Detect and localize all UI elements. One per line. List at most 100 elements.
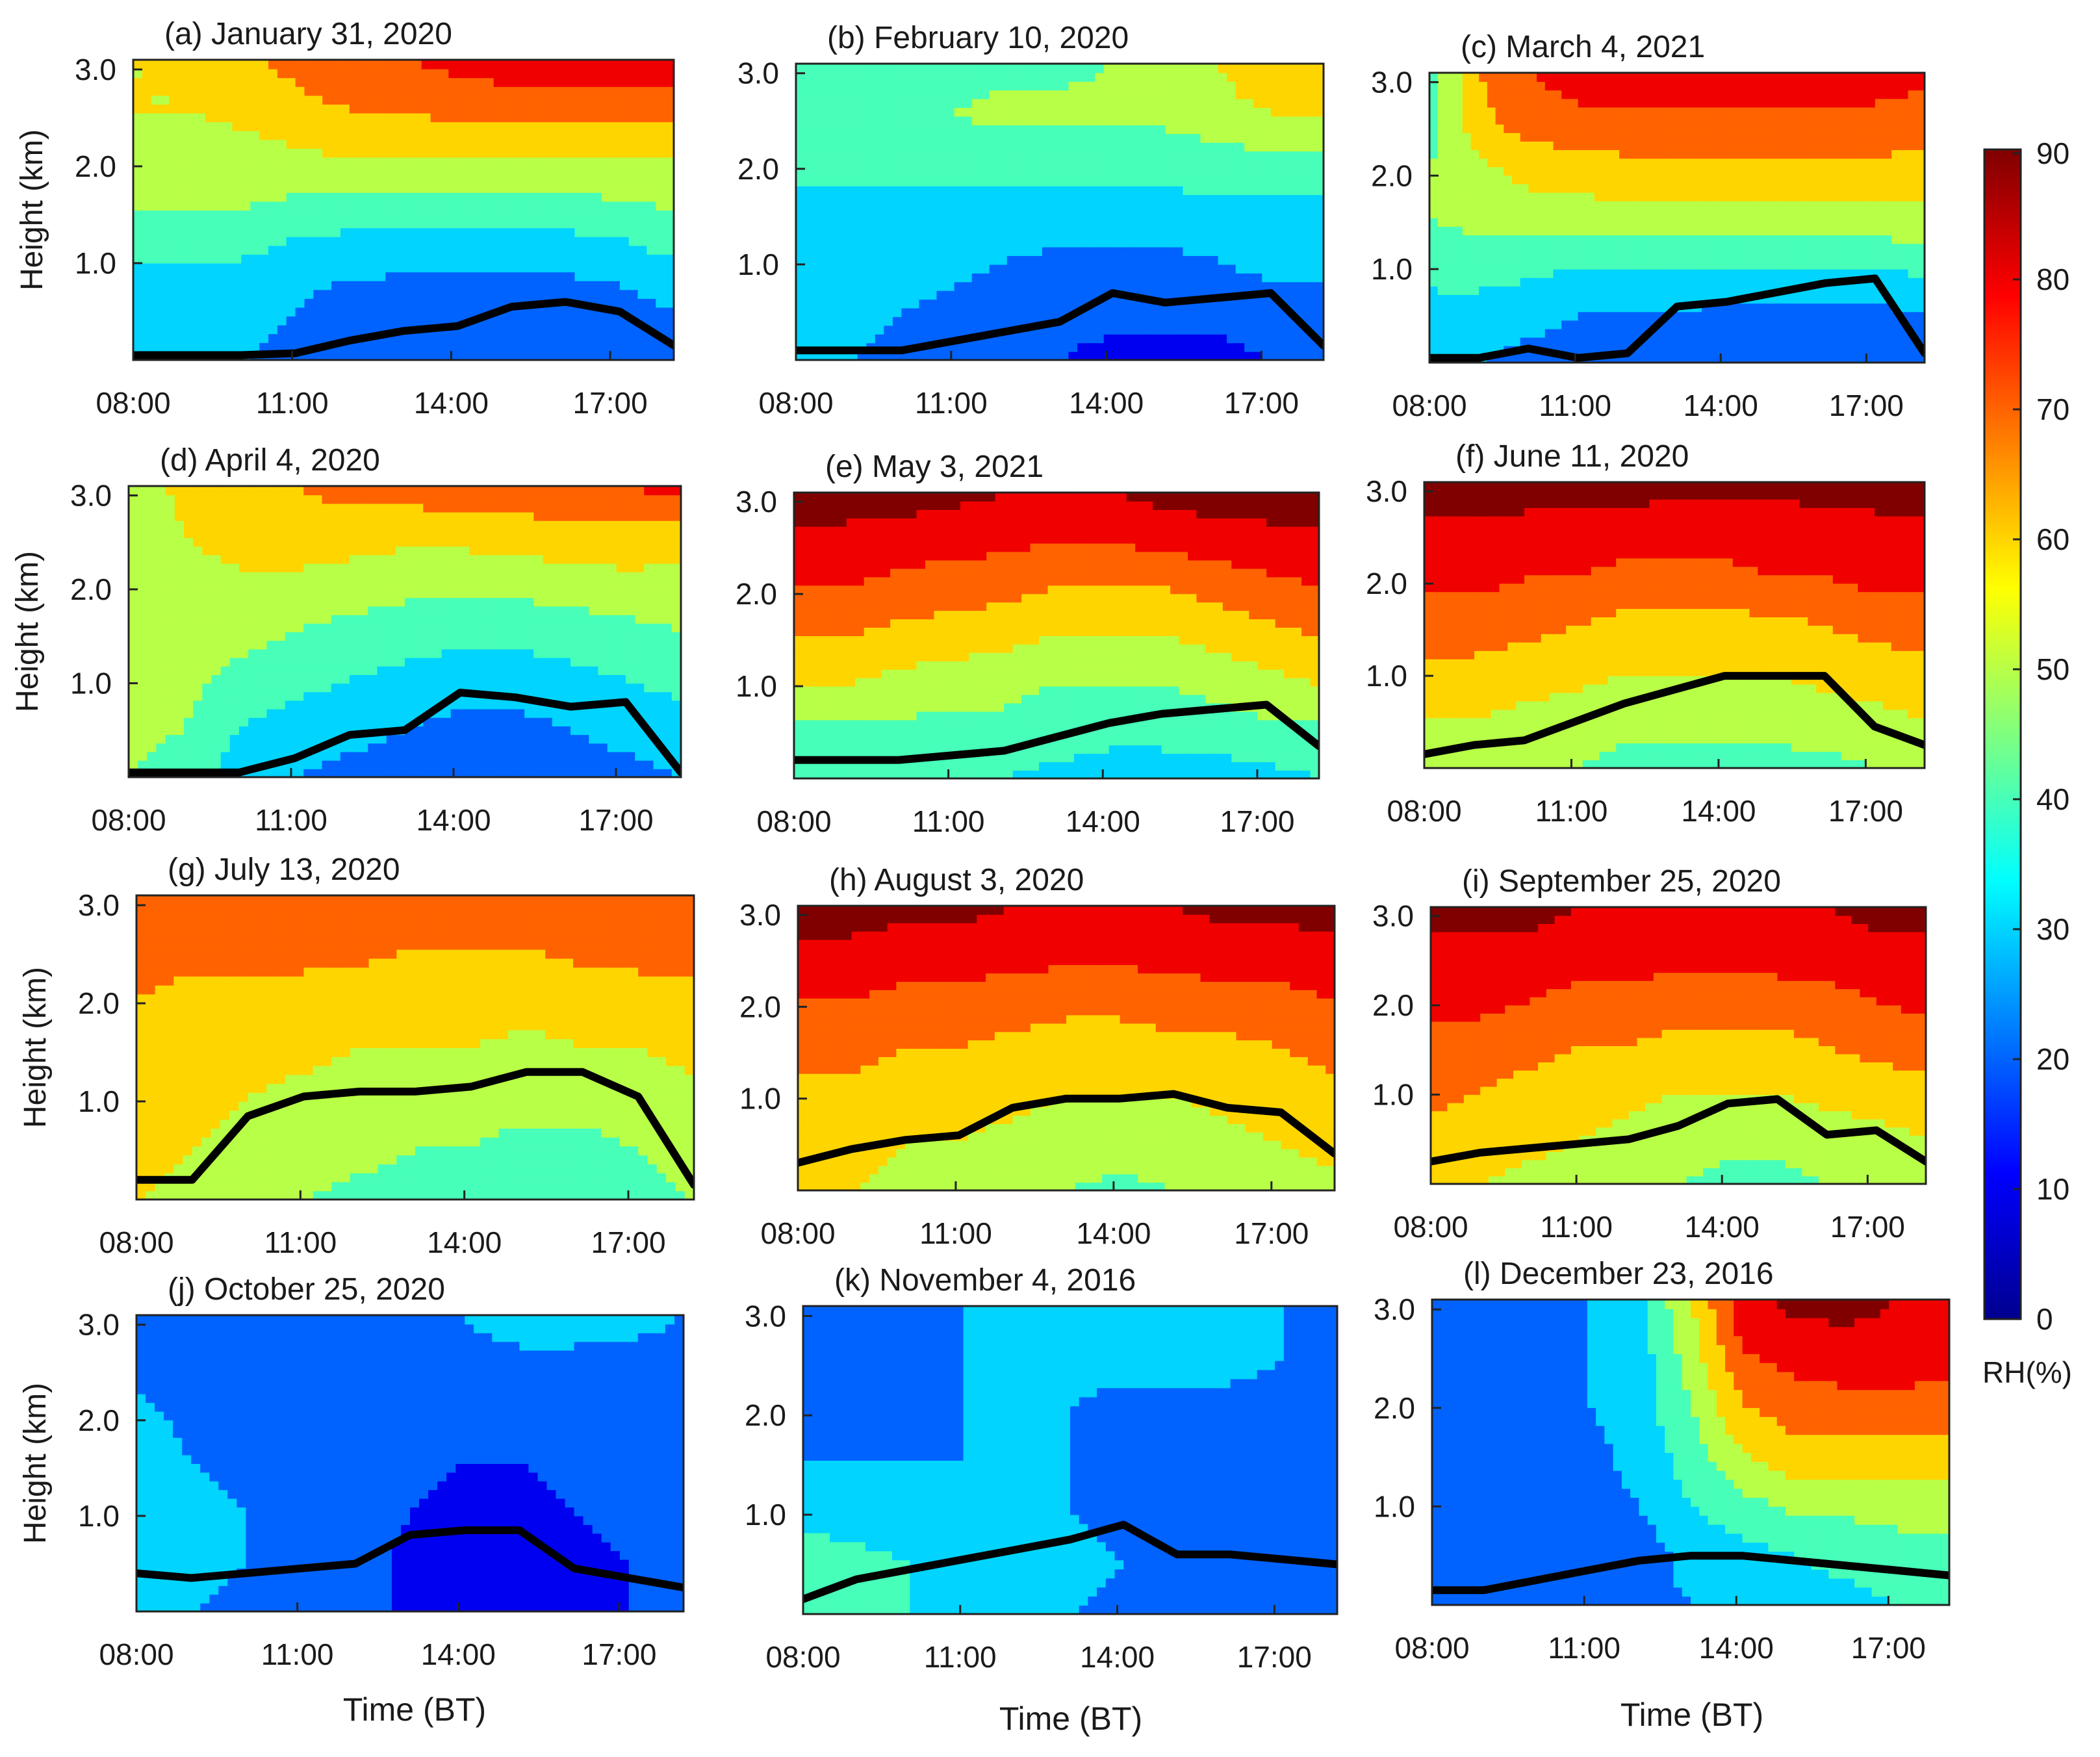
- heatmap-cell: [1051, 290, 1060, 300]
- heatmap-cell: [1183, 107, 1192, 117]
- heatmap-cell: [1200, 98, 1210, 108]
- heatmap-cell: [1209, 281, 1219, 291]
- heatmap-cell: [520, 95, 531, 105]
- heatmap-cell: [954, 255, 964, 265]
- heatmap-cell: [340, 139, 350, 149]
- heatmap-cell: [394, 103, 404, 114]
- heatmap-cell: [1553, 268, 1563, 278]
- heatmap-cell: [1743, 260, 1752, 270]
- heatmap-cell: [1537, 235, 1546, 244]
- heatmap-cell: [250, 333, 261, 343]
- heatmap-cell: [223, 68, 233, 79]
- heatmap-cell: [304, 280, 314, 290]
- heatmap-cell: [1726, 251, 1735, 261]
- heatmap-cell: [628, 86, 639, 96]
- heatmap-cell: [1024, 333, 1034, 344]
- heatmap-cell: [963, 194, 973, 204]
- heatmap-cell: [1165, 220, 1175, 230]
- heatmap-cell: [160, 183, 170, 193]
- heatmap-cell: [1734, 277, 1744, 287]
- heatmap-cell: [241, 333, 251, 343]
- heatmap-cell: [1569, 294, 1579, 304]
- heatmap-cell: [439, 210, 450, 220]
- heatmap-cell: [637, 147, 648, 158]
- heatmap-cell: [593, 272, 603, 281]
- heatmap-cell: [1627, 320, 1637, 329]
- heatmap-cell: [1173, 220, 1184, 230]
- heatmap-cell: [349, 95, 359, 105]
- heatmap-cell: [1165, 90, 1175, 99]
- heatmap-cell: [1279, 238, 1289, 248]
- heatmap-cell: [214, 86, 224, 96]
- heatmap-cell: [1244, 264, 1254, 274]
- heatmap-cell: [936, 133, 946, 143]
- heatmap-cell: [142, 342, 152, 352]
- heatmap-cell: [430, 316, 441, 326]
- heatmap-cell: [1470, 345, 1480, 355]
- heatmap-cell: [214, 289, 224, 299]
- heatmap-cell: [313, 263, 324, 273]
- heatmap-cell: [1279, 168, 1289, 178]
- heatmap-cell: [1875, 337, 1884, 346]
- heatmap-cell: [1068, 333, 1078, 344]
- heatmap-cell: [439, 77, 450, 87]
- heatmap-cell: [539, 253, 548, 264]
- heatmap-cell: [1561, 328, 1570, 338]
- heatmap-cell: [1270, 333, 1281, 344]
- heatmap-cell: [187, 68, 198, 79]
- heatmap-cell: [884, 124, 893, 135]
- heatmap-cell: [1462, 311, 1472, 321]
- heatmap-cell: [349, 68, 359, 79]
- heatmap-cell: [804, 177, 814, 186]
- heatmap-cell: [1112, 299, 1122, 309]
- heatmap-cell: [1244, 159, 1254, 169]
- heatmap-cell: [1751, 311, 1760, 321]
- heatmap-cell: [457, 289, 468, 299]
- heatmap-cell: [223, 157, 233, 167]
- heatmap-cell: [1561, 303, 1570, 313]
- heatmap-cell: [928, 194, 938, 204]
- heatmap-cell: [839, 281, 850, 291]
- heatmap-cell: [1192, 116, 1201, 125]
- heatmap-cell: [1660, 353, 1670, 363]
- heatmap-cell: [628, 272, 639, 281]
- heatmap-cell: [439, 95, 450, 105]
- heatmap-cell: [1253, 212, 1263, 222]
- heatmap-cell: [1553, 235, 1563, 244]
- heatmap-cell: [1709, 260, 1719, 270]
- heatmap-cell: [619, 166, 630, 175]
- heatmap-cell: [349, 351, 359, 360]
- heatmap-cell: [1244, 212, 1254, 222]
- heatmap-cell: [367, 272, 378, 281]
- heatmap-cell: [520, 289, 531, 299]
- heatmap-cell: [376, 174, 387, 185]
- heatmap-cell: [1138, 272, 1149, 283]
- heatmap-cell: [1253, 316, 1263, 326]
- heatmap-cell: [971, 133, 982, 143]
- heatmap-cell: [520, 280, 531, 290]
- heatmap-cell: [1512, 260, 1521, 270]
- heatmap-cell: [1553, 260, 1563, 270]
- heatmap-cell: [295, 95, 305, 105]
- heatmap-cell: [831, 90, 841, 99]
- heatmap-cell: [1051, 299, 1060, 309]
- heatmap-cell: [1611, 285, 1620, 295]
- heatmap-cell: [214, 122, 224, 131]
- heatmap-cell: [385, 351, 396, 360]
- heatmap-cell: [875, 116, 885, 125]
- heatmap-cell: [884, 142, 893, 152]
- heatmap-cell: [610, 218, 621, 229]
- heatmap-cell: [340, 103, 350, 114]
- heatmap-cell: [866, 98, 876, 108]
- heatmap-cell: [385, 166, 396, 175]
- heatmap-cell: [457, 253, 468, 264]
- heatmap-cell: [1200, 142, 1210, 152]
- heatmap-cell: [1743, 303, 1752, 313]
- heatmap-cell: [385, 112, 396, 123]
- heatmap-cell: [1042, 90, 1052, 99]
- heatmap-cell: [142, 289, 152, 299]
- heatmap-cell: [1858, 251, 1868, 261]
- heatmap-cell: [919, 107, 928, 117]
- heatmap-cell: [1279, 142, 1289, 152]
- heatmap-cell: [1479, 285, 1488, 295]
